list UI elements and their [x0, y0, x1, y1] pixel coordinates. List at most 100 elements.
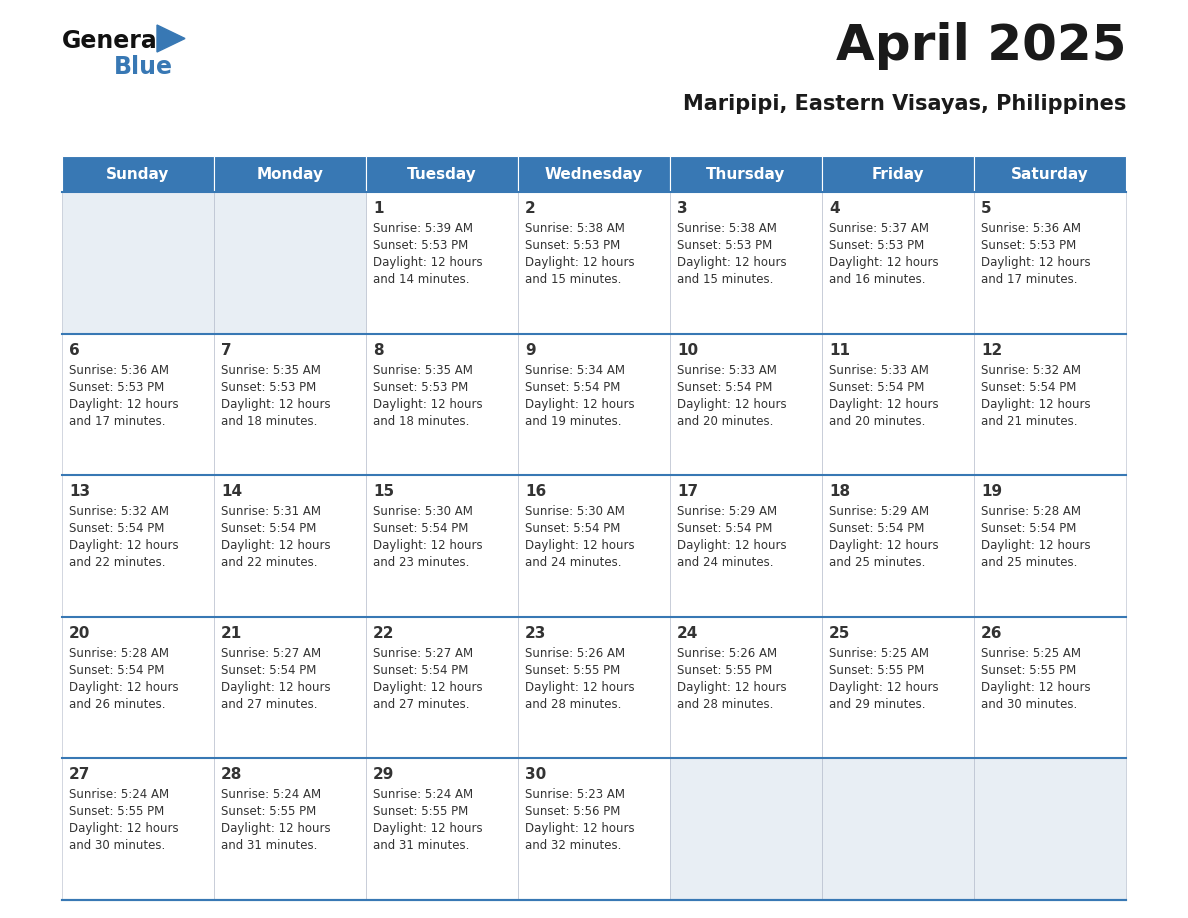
Text: Sunrise: 5:39 AM: Sunrise: 5:39 AM: [373, 222, 473, 235]
Bar: [366, 476, 518, 617]
Bar: [518, 333, 670, 476]
Text: Sunrise: 5:31 AM: Sunrise: 5:31 AM: [221, 505, 321, 518]
Bar: [366, 192, 518, 333]
Text: Sunset: 5:54 PM: Sunset: 5:54 PM: [69, 664, 164, 677]
Text: Sunset: 5:53 PM: Sunset: 5:53 PM: [981, 239, 1076, 252]
Text: Sunset: 5:53 PM: Sunset: 5:53 PM: [525, 239, 620, 252]
Bar: [822, 333, 974, 476]
Text: and 20 minutes.: and 20 minutes.: [829, 415, 925, 428]
Text: Daylight: 12 hours: Daylight: 12 hours: [981, 681, 1091, 694]
Text: Sunset: 5:55 PM: Sunset: 5:55 PM: [981, 664, 1076, 677]
Bar: [366, 758, 518, 900]
Text: 22: 22: [373, 626, 394, 641]
Bar: [670, 617, 822, 758]
Text: Sunset: 5:54 PM: Sunset: 5:54 PM: [525, 522, 620, 535]
Text: Monday: Monday: [257, 166, 323, 182]
Text: and 19 minutes.: and 19 minutes.: [525, 415, 621, 428]
Text: Daylight: 12 hours: Daylight: 12 hours: [525, 397, 634, 410]
Text: Daylight: 12 hours: Daylight: 12 hours: [69, 539, 178, 553]
Text: 2: 2: [525, 201, 536, 216]
Text: and 18 minutes.: and 18 minutes.: [373, 415, 469, 428]
Text: Sunset: 5:54 PM: Sunset: 5:54 PM: [981, 381, 1076, 394]
Text: Sunrise: 5:27 AM: Sunrise: 5:27 AM: [221, 647, 321, 660]
Text: and 31 minutes.: and 31 minutes.: [221, 839, 317, 853]
Text: 11: 11: [829, 342, 849, 358]
Text: 25: 25: [829, 626, 851, 641]
Text: 15: 15: [373, 484, 394, 499]
Text: and 17 minutes.: and 17 minutes.: [981, 273, 1078, 286]
Bar: [62, 758, 214, 900]
Text: and 32 minutes.: and 32 minutes.: [525, 839, 621, 853]
Text: 9: 9: [525, 342, 536, 358]
Bar: [62, 476, 214, 617]
Text: 14: 14: [221, 484, 242, 499]
Text: April 2025: April 2025: [835, 22, 1126, 70]
Text: 1: 1: [373, 201, 384, 216]
Text: Sunrise: 5:32 AM: Sunrise: 5:32 AM: [981, 364, 1081, 376]
Text: 19: 19: [981, 484, 1003, 499]
Bar: [974, 156, 1126, 192]
Text: Sunrise: 5:25 AM: Sunrise: 5:25 AM: [981, 647, 1081, 660]
Text: and 20 minutes.: and 20 minutes.: [677, 415, 773, 428]
Text: Daylight: 12 hours: Daylight: 12 hours: [221, 823, 330, 835]
Text: and 15 minutes.: and 15 minutes.: [677, 273, 773, 286]
Text: Friday: Friday: [872, 166, 924, 182]
Text: Daylight: 12 hours: Daylight: 12 hours: [829, 681, 939, 694]
Text: and 14 minutes.: and 14 minutes.: [373, 273, 469, 286]
Bar: [518, 476, 670, 617]
Bar: [670, 758, 822, 900]
Text: Sunrise: 5:28 AM: Sunrise: 5:28 AM: [981, 505, 1081, 518]
Bar: [974, 476, 1126, 617]
Text: 16: 16: [525, 484, 546, 499]
Text: 24: 24: [677, 626, 699, 641]
Bar: [974, 192, 1126, 333]
Bar: [974, 758, 1126, 900]
Text: Sunrise: 5:33 AM: Sunrise: 5:33 AM: [829, 364, 929, 376]
Text: Sunrise: 5:32 AM: Sunrise: 5:32 AM: [69, 505, 169, 518]
Text: 30: 30: [525, 767, 546, 782]
Text: 12: 12: [981, 342, 1003, 358]
Text: Daylight: 12 hours: Daylight: 12 hours: [829, 256, 939, 269]
Text: and 26 minutes.: and 26 minutes.: [69, 698, 165, 711]
Text: Sunset: 5:53 PM: Sunset: 5:53 PM: [677, 239, 772, 252]
Text: Daylight: 12 hours: Daylight: 12 hours: [981, 539, 1091, 553]
Text: Sunrise: 5:26 AM: Sunrise: 5:26 AM: [525, 647, 625, 660]
Bar: [822, 192, 974, 333]
Text: Daylight: 12 hours: Daylight: 12 hours: [829, 539, 939, 553]
Text: Sunrise: 5:35 AM: Sunrise: 5:35 AM: [373, 364, 473, 376]
Text: and 28 minutes.: and 28 minutes.: [677, 698, 773, 711]
Text: 6: 6: [69, 342, 80, 358]
Text: Daylight: 12 hours: Daylight: 12 hours: [829, 397, 939, 410]
Text: and 25 minutes.: and 25 minutes.: [829, 556, 925, 569]
Text: and 27 minutes.: and 27 minutes.: [221, 698, 317, 711]
Text: Sunrise: 5:30 AM: Sunrise: 5:30 AM: [525, 505, 625, 518]
Bar: [670, 476, 822, 617]
Text: and 18 minutes.: and 18 minutes.: [221, 415, 317, 428]
Text: Daylight: 12 hours: Daylight: 12 hours: [525, 823, 634, 835]
Bar: [518, 192, 670, 333]
Bar: [62, 156, 214, 192]
Text: and 24 minutes.: and 24 minutes.: [525, 556, 621, 569]
Text: Daylight: 12 hours: Daylight: 12 hours: [677, 539, 786, 553]
Text: and 17 minutes.: and 17 minutes.: [69, 415, 165, 428]
Text: and 27 minutes.: and 27 minutes.: [373, 698, 469, 711]
Text: Sunset: 5:54 PM: Sunset: 5:54 PM: [221, 664, 316, 677]
Text: Sunset: 5:55 PM: Sunset: 5:55 PM: [829, 664, 924, 677]
Text: Sunday: Sunday: [106, 166, 170, 182]
Text: Sunset: 5:54 PM: Sunset: 5:54 PM: [677, 522, 772, 535]
Text: Daylight: 12 hours: Daylight: 12 hours: [373, 539, 482, 553]
Text: and 30 minutes.: and 30 minutes.: [69, 839, 165, 853]
Text: Sunset: 5:55 PM: Sunset: 5:55 PM: [69, 805, 164, 819]
Text: Thursday: Thursday: [707, 166, 785, 182]
Bar: [62, 192, 214, 333]
Text: Sunset: 5:54 PM: Sunset: 5:54 PM: [69, 522, 164, 535]
Text: 21: 21: [221, 626, 242, 641]
Text: 8: 8: [373, 342, 384, 358]
Text: Daylight: 12 hours: Daylight: 12 hours: [525, 256, 634, 269]
Text: 17: 17: [677, 484, 699, 499]
Text: 28: 28: [221, 767, 242, 782]
Text: Sunset: 5:56 PM: Sunset: 5:56 PM: [525, 805, 620, 819]
Text: Daylight: 12 hours: Daylight: 12 hours: [373, 397, 482, 410]
Text: Sunrise: 5:23 AM: Sunrise: 5:23 AM: [525, 789, 625, 801]
Text: Sunrise: 5:38 AM: Sunrise: 5:38 AM: [677, 222, 777, 235]
